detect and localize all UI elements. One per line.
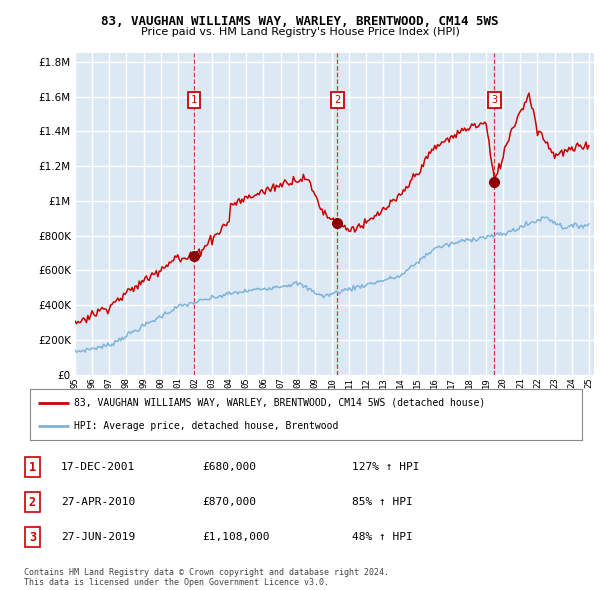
Text: 83, VAUGHAN WILLIAMS WAY, WARLEY, BRENTWOOD, CM14 5WS: 83, VAUGHAN WILLIAMS WAY, WARLEY, BRENTW…	[101, 15, 499, 28]
Text: 85% ↑ HPI: 85% ↑ HPI	[352, 497, 413, 507]
Text: Contains HM Land Registry data © Crown copyright and database right 2024.
This d: Contains HM Land Registry data © Crown c…	[24, 568, 389, 587]
Text: 1: 1	[191, 95, 197, 105]
Text: 17-DEC-2001: 17-DEC-2001	[61, 462, 136, 472]
Text: £680,000: £680,000	[202, 462, 256, 472]
Text: £1,108,000: £1,108,000	[202, 532, 270, 542]
Text: 1: 1	[29, 461, 36, 474]
Text: HPI: Average price, detached house, Brentwood: HPI: Average price, detached house, Bren…	[74, 421, 338, 431]
Text: Price paid vs. HM Land Registry's House Price Index (HPI): Price paid vs. HM Land Registry's House …	[140, 27, 460, 37]
Text: 27-JUN-2019: 27-JUN-2019	[61, 532, 136, 542]
Text: 2: 2	[29, 496, 36, 509]
Text: 3: 3	[491, 95, 497, 105]
Text: 48% ↑ HPI: 48% ↑ HPI	[352, 532, 413, 542]
Text: £870,000: £870,000	[202, 497, 256, 507]
Text: 3: 3	[29, 531, 36, 544]
Text: 127% ↑ HPI: 127% ↑ HPI	[352, 462, 419, 472]
Text: 83, VAUGHAN WILLIAMS WAY, WARLEY, BRENTWOOD, CM14 5WS (detached house): 83, VAUGHAN WILLIAMS WAY, WARLEY, BRENTW…	[74, 398, 485, 408]
Text: 2: 2	[334, 95, 341, 105]
Text: 27-APR-2010: 27-APR-2010	[61, 497, 136, 507]
